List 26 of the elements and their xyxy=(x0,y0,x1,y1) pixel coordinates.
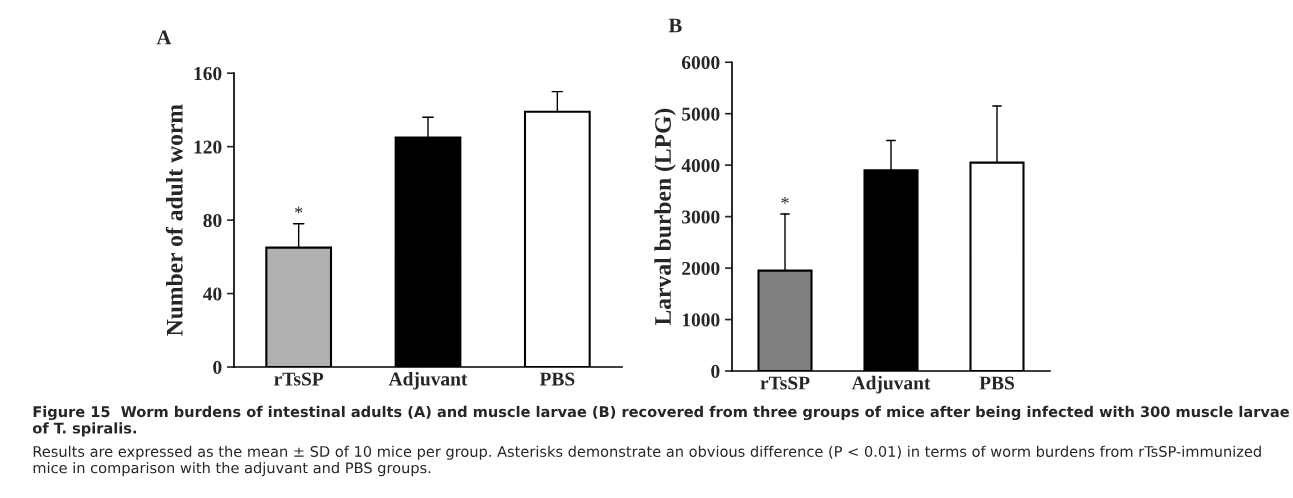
chart-title: A xyxy=(156,30,172,45)
y-axis-title: Number of adult worm xyxy=(165,104,183,336)
text: Results are expressed as the mean ± SD of 10 mice per group. Asterisks demonstrate an obvious difference (P < 0.01) in terms of worm burdens from rTsSP-immunized mice in comparison with the adjuvant and PBS groups. xyxy=(33,445,1261,477)
annotation: * xyxy=(295,206,303,214)
chart-title: B xyxy=(668,18,682,33)
y-tick-label: 2000 xyxy=(682,261,720,276)
y-tick-label: 0 xyxy=(711,364,720,378)
y-tick-label: 1000 xyxy=(682,313,720,327)
x-tick-label: Adjuvant xyxy=(388,371,468,390)
x-tick-label: rTsSP xyxy=(274,372,324,386)
y-tick-label: 5000 xyxy=(682,107,720,121)
y-tick-label: 160 xyxy=(194,67,222,81)
y-tick-label: 6000 xyxy=(681,56,720,70)
annotation: * xyxy=(781,197,789,204)
y-tick-label: 80 xyxy=(203,213,222,228)
y-tick-label: 3000 xyxy=(682,210,720,224)
x-tick-label: PBS xyxy=(979,376,1015,390)
y-tick-label: 4000 xyxy=(681,158,720,173)
y-tick-label: 120 xyxy=(194,140,222,154)
y-axis-title: Larval burben (LPG) xyxy=(654,108,676,326)
x-tick-label: Adjuvant xyxy=(851,375,931,394)
y-tick-label: 40 xyxy=(203,287,222,301)
y-tick-label: 0 xyxy=(213,360,222,374)
x-tick-label: rTsSP xyxy=(760,376,810,390)
x-tick-label: PBS xyxy=(539,372,575,386)
caption: Figure 15 Worm burdens of intestinal adults (A) and muscle larvae (B) recovered from three groups of mice after being infected with 300 muscle larvae of T. spiralis. xyxy=(32,405,1289,437)
